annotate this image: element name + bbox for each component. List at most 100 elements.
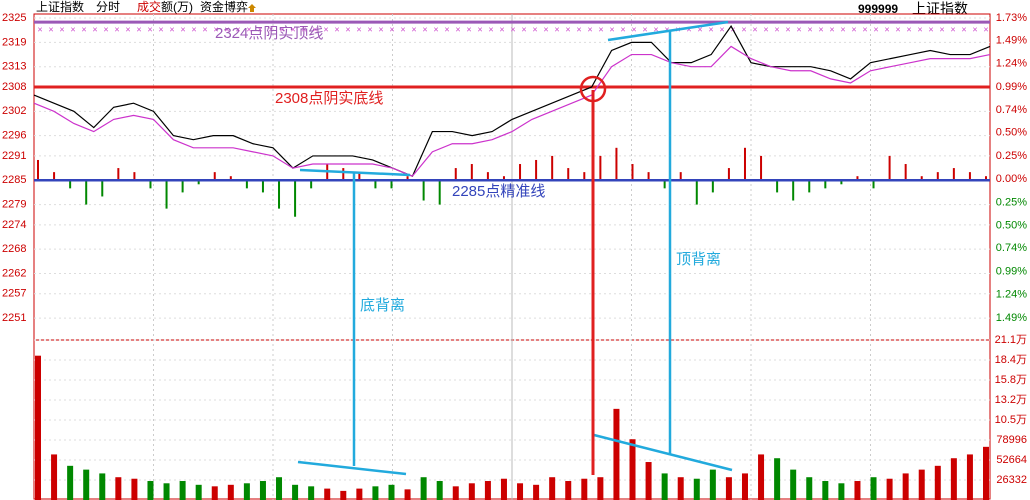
marker: × [301, 24, 306, 34]
marker: × [642, 24, 647, 34]
trend-line [297, 460, 407, 476]
volume-bar [115, 477, 122, 500]
marker: × [499, 24, 504, 34]
volume-bar [324, 488, 331, 500]
y-tick-label: 78996 [996, 434, 1027, 446]
marker: × [136, 24, 141, 34]
marker: × [125, 24, 130, 34]
volume-bar [693, 478, 700, 500]
header: 上证指数 分时 成交 额(万) 资金博弈 999999 上证指数 [36, 0, 968, 17]
volume-bar [131, 478, 138, 500]
marker: × [686, 24, 691, 34]
marker: × [345, 24, 350, 34]
marker: × [103, 24, 108, 34]
marker: × [983, 24, 988, 34]
volume-bar [468, 483, 475, 500]
y2-tick-label: 1.24% [996, 289, 1027, 301]
y-tick-label: 2285 [2, 174, 26, 186]
marker: × [455, 24, 460, 34]
marker: × [807, 24, 812, 34]
price-line [33, 45, 991, 177]
volume-bar [388, 484, 395, 500]
volume-bar [517, 483, 524, 500]
marker: × [851, 24, 856, 34]
marker: × [169, 24, 174, 34]
volume-bar [838, 483, 845, 500]
y-tick-label: 21.1万 [995, 334, 1027, 346]
y2-tick-label: 0.99% [996, 265, 1027, 277]
tab[interactable]: 成交 [137, 0, 161, 14]
y-tick-label: 2302 [2, 105, 26, 117]
marker: × [895, 24, 900, 34]
marker: × [939, 24, 944, 34]
volume-bar [227, 484, 234, 500]
y2-tick-label: 0.74% [996, 104, 1027, 116]
volume-bar [613, 408, 620, 500]
volume-bar [581, 478, 588, 500]
volume-bar [661, 473, 668, 500]
marker: × [664, 24, 669, 34]
panels: × × × × × × × × × × × × × × × × × × × × × × × × × × × × × × × × × × × × × × × ×… [2, 12, 1027, 500]
volume-bar [629, 439, 636, 500]
marker: × [752, 24, 757, 34]
marker: × [477, 24, 482, 34]
marker: × [862, 24, 867, 34]
marker: × [367, 24, 372, 34]
volume-bar [806, 477, 813, 500]
y-tick-label: 2313 [2, 61, 26, 73]
marker: × [235, 24, 240, 34]
marker: × [323, 24, 328, 34]
volume-bar [308, 486, 315, 500]
volume-bar [645, 462, 652, 500]
marker: × [158, 24, 163, 34]
marker: × [818, 24, 823, 34]
marker: × [587, 24, 592, 34]
volume-bar [404, 489, 411, 500]
y2-tick-label: 1.49% [996, 312, 1027, 324]
marker: × [785, 24, 790, 34]
marker: × [213, 24, 218, 34]
marker: × [389, 24, 394, 34]
y-tick-label: 2319 [2, 36, 26, 48]
volume-bar [500, 478, 507, 500]
y-tick-label: 13.2万 [995, 394, 1027, 406]
marker: × [653, 24, 658, 34]
tab[interactable]: 额(万) [161, 0, 193, 14]
marker: × [543, 24, 548, 34]
marker: × [312, 24, 317, 34]
volume-bar [211, 486, 218, 500]
tab[interactable]: 分时 [96, 0, 120, 14]
marker: × [884, 24, 889, 34]
annotation: 顶背离 [676, 251, 721, 268]
y-tick-label: 2325 [2, 12, 26, 24]
volume-bar [565, 481, 572, 500]
marker: × [741, 24, 746, 34]
marker: × [422, 24, 427, 34]
y-tick-label: 18.4万 [995, 354, 1027, 366]
y2-tick-label: 0.50% [996, 220, 1027, 232]
marker: × [147, 24, 152, 34]
marker: × [972, 24, 977, 34]
y-tick-label: 2268 [2, 243, 26, 255]
volume-bar [147, 481, 154, 500]
y2-tick-label: 0.00% [996, 173, 1027, 185]
marker: × [356, 24, 361, 34]
tab[interactable]: 资金博弈 [200, 0, 248, 14]
volume-bar [484, 481, 491, 500]
icon[interactable] [248, 4, 256, 12]
volume-bar [99, 473, 106, 500]
y-tick-label: 52664 [996, 454, 1027, 466]
y-tick-label: 2308 [2, 81, 26, 93]
marker: × [510, 24, 515, 34]
volume-bar [854, 481, 861, 500]
volume-bar [420, 477, 427, 500]
signal-circle [579, 75, 607, 103]
volume-bar [983, 446, 989, 500]
volume-bar [35, 355, 41, 500]
volume-bar [709, 469, 716, 500]
marker: × [565, 24, 570, 34]
annotation: 底背离 [360, 297, 405, 314]
y-tick-label: 2262 [2, 267, 26, 279]
